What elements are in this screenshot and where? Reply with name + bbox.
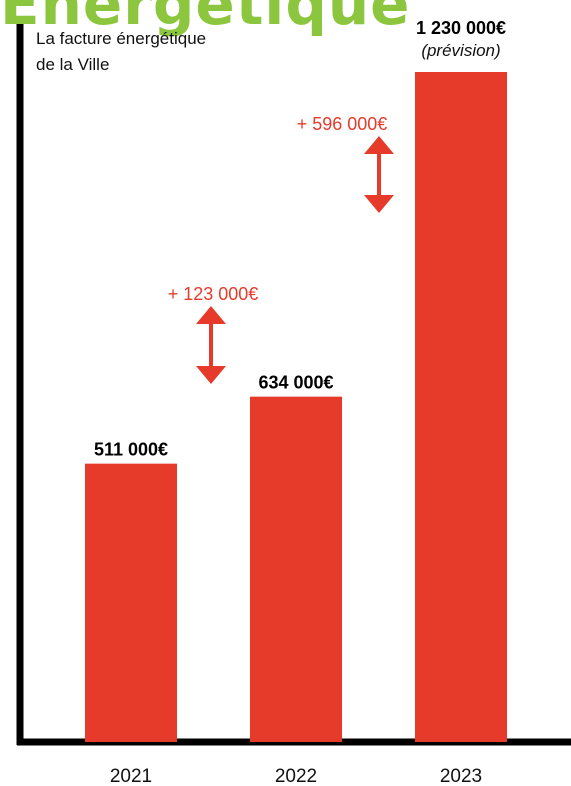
bar-2023 — [415, 72, 507, 742]
increase-arrow-down-1 — [364, 195, 394, 213]
bar-2021 — [85, 463, 177, 742]
increase-arrow-down-0 — [196, 366, 226, 384]
value-note-2023: (prévision) — [421, 41, 500, 60]
subtitle-line-1: La facture énergétique — [36, 29, 207, 48]
increase-arrow-up-1 — [364, 136, 394, 154]
x-tick-2022: 2022 — [275, 766, 317, 786]
subtitle-line-2: de la Ville — [36, 55, 110, 74]
bar-2022 — [250, 396, 342, 742]
value-label-2022: 634 000€ — [258, 373, 333, 393]
value-label-2023: 1 230 000€ — [416, 18, 506, 38]
chart-subtitle: La facture énergétique de la Ville — [36, 26, 206, 78]
increase-label-0: + 123 000€ — [168, 284, 259, 304]
value-label-2021: 511 000€ — [94, 440, 168, 460]
x-tick-2023: 2023 — [440, 766, 482, 786]
increase-arrow-up-0 — [196, 306, 226, 324]
chart-title: Énergétique — [0, 0, 411, 38]
increase-label-1: + 596 000€ — [297, 114, 388, 134]
x-tick-2021: 2021 — [110, 766, 152, 786]
